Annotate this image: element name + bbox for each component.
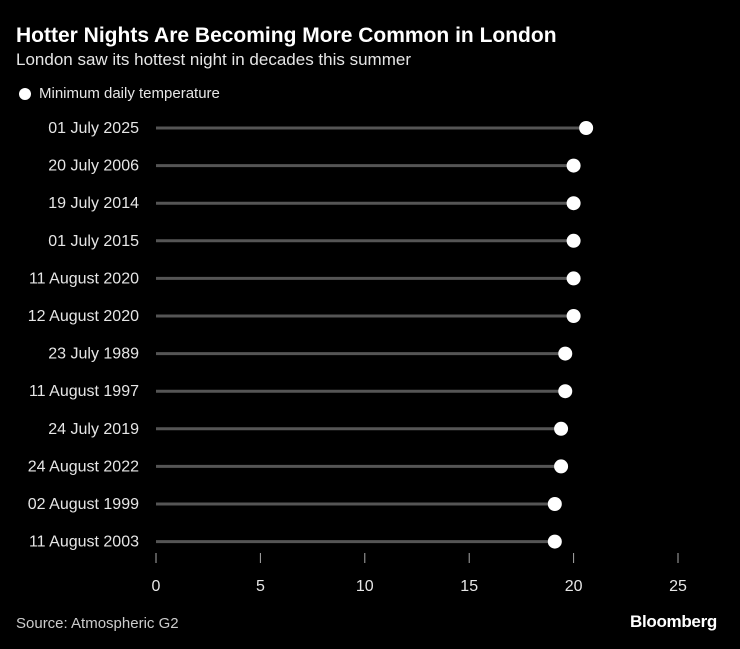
lollipop-dot [547,534,562,549]
lollipop-dot [554,459,569,474]
source-note: Source: Atmospheric G2 [16,615,179,632]
category-label: 24 August 2022 [28,458,139,475]
category-label: 02 August 1999 [28,496,139,513]
category-label: 24 July 2019 [48,421,139,438]
legend-label: Minimum daily temperature [39,85,220,102]
lollipop-dot [566,309,581,323]
category-label: 19 July 2014 [48,195,139,212]
lollipop-dot [566,233,581,248]
chart-title: Hotter Nights Are Becoming More Common i… [16,24,557,47]
legend: Minimum daily temperature [16,85,220,102]
category-label: 01 July 2025 [48,120,139,137]
category-label: 11 August 2020 [29,270,139,287]
x-tick-label: 25 [669,578,687,595]
category-label: 11 August 2003 [29,534,139,551]
category-label: 11 August 1997 [29,383,139,400]
lollipop-dot [558,384,573,399]
x-tick-label: 10 [356,578,374,595]
lollipop-dot [558,346,573,361]
category-label: 23 July 1989 [48,346,139,363]
category-label: 01 July 2015 [48,233,139,250]
lollipop-dot [566,158,581,173]
x-tick-label: 5 [256,578,265,595]
x-tick-label: 0 [152,578,161,595]
lollipop-dot [554,421,569,436]
category-label: 12 August 2020 [28,308,139,325]
chart-subtitle: London saw its hottest night in decades … [16,50,411,69]
bloomberg-logo: Bloomberg [629,612,717,631]
lollipop-dot [566,196,581,211]
category-label: 20 July 2006 [48,158,139,175]
x-tick-label: 15 [460,578,478,595]
lollipop-dot [566,271,581,286]
lollipop-dot [547,497,562,511]
lollipop-dot [579,121,594,135]
legend-dot-icon [19,87,31,100]
x-tick-label: 20 [565,578,583,595]
